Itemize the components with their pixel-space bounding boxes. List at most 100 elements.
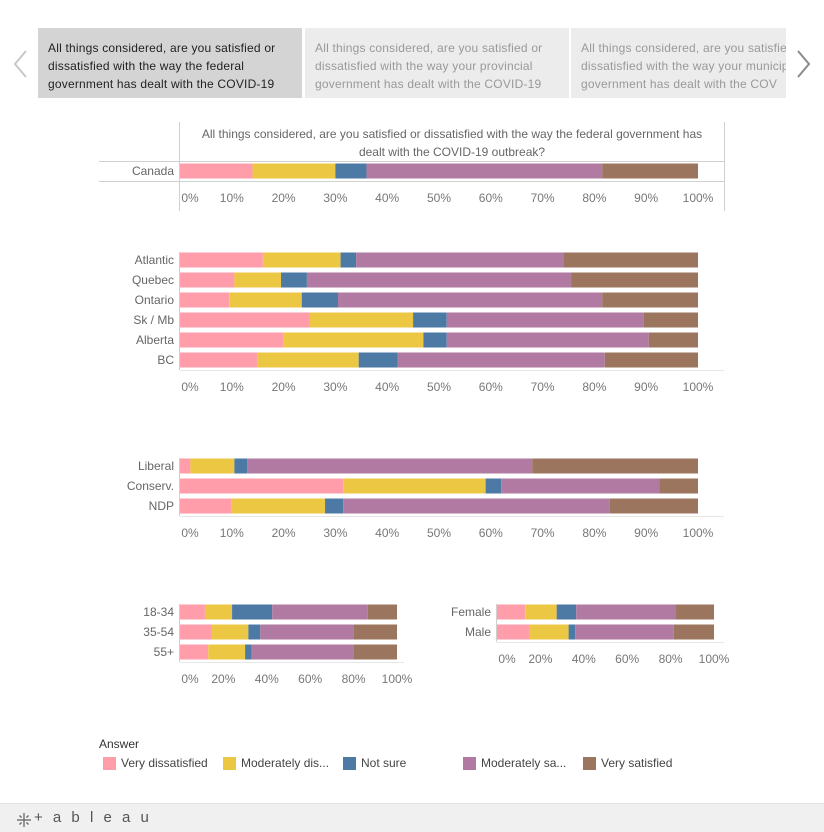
legend-title: Answer	[99, 737, 140, 751]
bar-segment	[283, 332, 424, 348]
bar-segment	[247, 458, 533, 474]
bar-segment	[337, 292, 603, 308]
legend-label: Not sure	[361, 756, 407, 770]
category-label: Liberal	[138, 459, 174, 473]
tab-federal[interactable]: All things considered, are you satisfied…	[38, 28, 302, 98]
bar-segment	[234, 272, 282, 288]
bar-segment	[575, 624, 674, 640]
bar-segment	[180, 624, 212, 640]
tab-provincial[interactable]: All things considered, are you satisfied…	[305, 28, 569, 98]
bar-segment	[563, 252, 698, 268]
bar-segment	[301, 292, 338, 308]
footer-bar: + a b l e a u	[0, 803, 824, 832]
bar-segment	[180, 332, 284, 348]
bar-segment	[180, 312, 310, 328]
category-label: Male	[465, 625, 491, 639]
tick-label: 60%	[479, 191, 503, 205]
bar-segment	[272, 604, 368, 620]
next-arrow-icon[interactable]	[791, 48, 815, 80]
bar-segment	[232, 604, 273, 620]
bar-segment	[309, 312, 414, 328]
bar-segment	[525, 604, 557, 620]
bar-segment	[648, 332, 698, 348]
bar-segment	[532, 458, 698, 474]
bar-segment	[180, 272, 235, 288]
category-label: Sk / Mb	[133, 313, 174, 327]
bar-segment	[353, 644, 397, 660]
bar-segment	[673, 624, 714, 640]
bar-segment	[180, 644, 209, 660]
bar-segment	[229, 292, 302, 308]
tick-label: 70%	[531, 526, 555, 540]
tick-label: 20%	[272, 191, 296, 205]
bar-segment	[231, 498, 326, 514]
tick-label: 10%	[220, 380, 244, 394]
bar-segment	[446, 312, 644, 328]
bar-segment	[262, 252, 341, 268]
tick-label: 20%	[211, 672, 235, 686]
tick-label: 90%	[634, 191, 658, 205]
tick-label: 100%	[683, 191, 714, 205]
bar-segment	[367, 604, 397, 620]
category-label: Canada	[132, 164, 174, 178]
tick-label: 10%	[220, 526, 244, 540]
bar-segment	[609, 498, 698, 514]
bar-segment	[306, 272, 572, 288]
tick-label: 50%	[427, 191, 451, 205]
tab-municipal[interactable]: All things considered, are you satisfied…	[571, 28, 786, 98]
bar-segment	[180, 252, 263, 268]
tableau-plus-icon	[17, 813, 31, 827]
bar-segment	[211, 624, 249, 640]
category-label: 35-54	[143, 625, 174, 639]
bar-segment	[501, 478, 660, 494]
bar-segment	[180, 498, 232, 514]
bar-segment	[397, 352, 605, 368]
bar-segment	[340, 252, 357, 268]
bar-segment	[497, 604, 526, 620]
tick-label: 60%	[479, 526, 503, 540]
category-label: 55+	[154, 645, 174, 659]
bar-segment	[260, 624, 354, 640]
category-label: Conserv.	[127, 479, 174, 493]
legend-swatch	[583, 757, 596, 770]
category-label: Alberta	[136, 333, 174, 347]
bar-segment	[190, 458, 235, 474]
bar-segment	[180, 292, 230, 308]
tick-label: 40%	[375, 526, 399, 540]
tick-label: 30%	[323, 191, 347, 205]
tick-label: 60%	[479, 380, 503, 394]
bar-segment	[180, 458, 191, 474]
bar-segment	[251, 644, 354, 660]
bar-segment	[568, 624, 576, 640]
bar-segment	[659, 478, 698, 494]
legend-swatch	[343, 757, 356, 770]
tableau-logo[interactable]: + a b l e a u	[34, 809, 152, 826]
tick-label: 40%	[375, 380, 399, 394]
bar-segment	[497, 624, 530, 640]
charts-canvas: All things considered, are you satisfied…	[99, 122, 730, 686]
bar-segment	[356, 252, 564, 268]
bar-segment	[248, 624, 261, 640]
bar-segment	[204, 604, 233, 620]
bar-segment	[252, 163, 336, 179]
bar-segment	[208, 644, 246, 660]
tick-label: 30%	[323, 526, 347, 540]
tick-label: 40%	[572, 652, 596, 666]
previous-arrow-icon[interactable]	[9, 48, 33, 80]
tick-label: 90%	[634, 526, 658, 540]
legend-label: Very dissatisfied	[121, 756, 208, 770]
tick-label: 90%	[634, 380, 658, 394]
bar-segment	[180, 604, 205, 620]
bar-segment	[485, 478, 502, 494]
tick-label: 60%	[298, 672, 322, 686]
tick-label: 100%	[699, 652, 730, 666]
category-label: Atlantic	[135, 253, 174, 267]
bar-segment	[602, 163, 698, 179]
bar-segment	[180, 478, 344, 494]
tick-label: 80%	[342, 672, 366, 686]
category-label: BC	[157, 353, 174, 367]
bar-segment	[446, 332, 649, 348]
category-label: 18-34	[143, 605, 174, 619]
tick-label: 0%	[181, 191, 199, 205]
bar-segment	[604, 352, 698, 368]
